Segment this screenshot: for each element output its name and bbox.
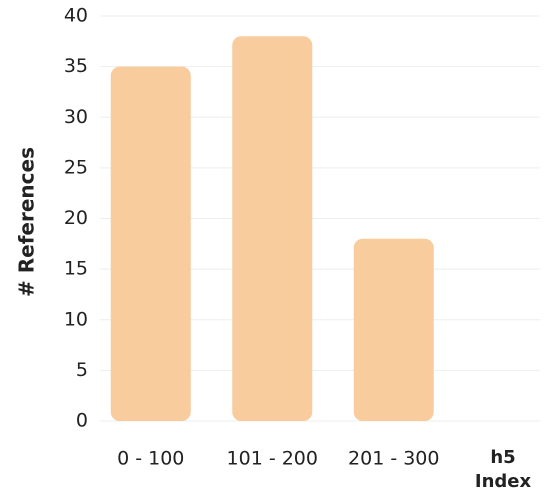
y-axis-label: # References <box>15 147 39 297</box>
y-tick-label: 25 <box>64 156 88 178</box>
y-tick-label: 35 <box>64 55 88 77</box>
y-tick-label: 20 <box>64 207 88 229</box>
y-tick-label: 0 <box>76 410 88 432</box>
y-tick-label: 30 <box>64 106 88 128</box>
bar <box>353 238 434 421</box>
x-tick-label: 101 - 200 <box>227 448 318 470</box>
bar <box>110 66 191 421</box>
x-tick-label: 201 - 300 <box>348 448 439 470</box>
bar <box>232 36 313 421</box>
y-tick-label: 15 <box>64 258 88 280</box>
x-tick-label: 0 - 100 <box>117 448 184 470</box>
y-tick-label: 10 <box>64 308 88 330</box>
x-axis-label: h5 Index <box>474 447 532 492</box>
y-tick-label: 5 <box>76 359 88 381</box>
y-tick-label: 40 <box>64 5 88 27</box>
